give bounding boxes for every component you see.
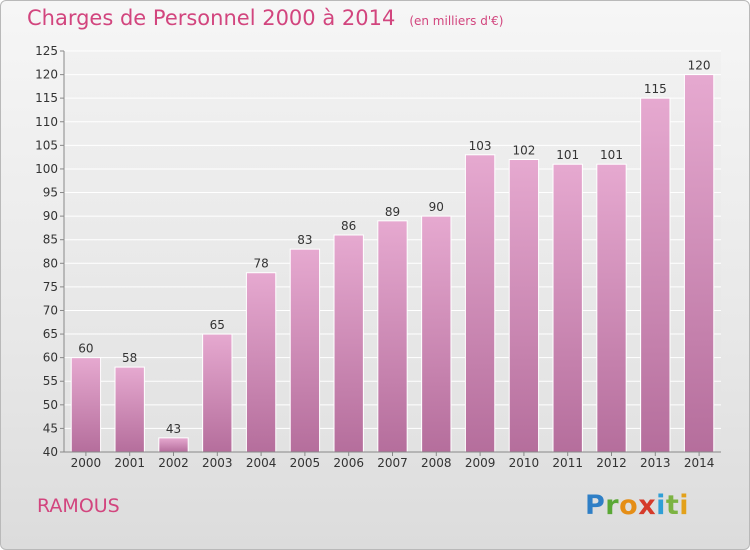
bar-value-label: 101 xyxy=(556,148,579,162)
y-tick-label: 55 xyxy=(43,374,58,388)
bar-value-label: 120 xyxy=(688,59,711,73)
x-tick-label: 2004 xyxy=(246,456,277,470)
bar xyxy=(114,366,145,453)
y-tick-label: 85 xyxy=(43,233,58,247)
x-tick-label: 2010 xyxy=(509,456,540,470)
y-tick-label: 50 xyxy=(43,398,58,412)
y-tick-label: 40 xyxy=(43,445,58,459)
y-tick-label: 60 xyxy=(43,351,58,365)
x-tick-label: 2005 xyxy=(290,456,321,470)
y-tick-label: 75 xyxy=(43,280,58,294)
bar-value-label: 86 xyxy=(341,219,356,233)
bar xyxy=(377,220,408,453)
x-tick-label: 2003 xyxy=(202,456,233,470)
bar xyxy=(640,97,671,453)
bar-value-label: 102 xyxy=(512,144,535,158)
x-tick-label: 2012 xyxy=(596,456,627,470)
x-tick-label: 2011 xyxy=(552,456,583,470)
y-tick-label: 65 xyxy=(43,327,58,341)
x-tick-label: 2013 xyxy=(640,456,671,470)
bar xyxy=(508,159,540,453)
bar-value-label: 65 xyxy=(210,318,225,332)
y-tick-label: 70 xyxy=(43,303,58,317)
y-tick-label: 80 xyxy=(43,256,58,270)
bar-value-label: 83 xyxy=(297,233,312,247)
bar xyxy=(289,248,321,453)
commune-name: RAMOUS xyxy=(37,495,120,517)
bar-value-label: 89 xyxy=(385,205,400,219)
y-tick-label: 45 xyxy=(43,421,58,435)
x-tick-label: 2002 xyxy=(158,456,189,470)
bar-value-label: 43 xyxy=(166,422,181,436)
bar-value-label: 115 xyxy=(644,82,667,96)
bar xyxy=(596,163,627,453)
bar-value-label: 90 xyxy=(429,200,444,214)
x-tick-label: 2008 xyxy=(421,456,452,470)
bar-value-label: 103 xyxy=(469,139,492,153)
y-tick-label: 115 xyxy=(35,91,58,105)
x-tick-label: 2007 xyxy=(377,456,408,470)
bar xyxy=(158,437,189,453)
y-tick-label: 100 xyxy=(35,162,58,176)
bar xyxy=(683,74,715,453)
x-tick-label: 2001 xyxy=(114,456,145,470)
bar xyxy=(464,154,496,453)
y-tick-label: 110 xyxy=(35,115,58,129)
y-tick-label: 125 xyxy=(35,44,58,58)
chart-title-text: Charges de Personnel 2000 à 2014 xyxy=(27,6,396,30)
chart-subtitle: (en milliers d'€) xyxy=(409,14,504,28)
y-tick-label: 90 xyxy=(43,209,58,223)
y-tick-label: 105 xyxy=(35,138,58,152)
bar xyxy=(333,234,364,453)
y-tick-label: 95 xyxy=(43,186,58,200)
bar-value-label: 60 xyxy=(78,342,93,356)
bar xyxy=(202,333,233,453)
bar-value-label: 101 xyxy=(600,148,623,162)
bar xyxy=(421,215,452,453)
bar-value-label: 58 xyxy=(122,351,137,365)
proxiti-logo: Proxiti xyxy=(585,490,690,521)
bar-value-label: 78 xyxy=(253,257,268,271)
x-tick-label: 2014 xyxy=(684,456,715,470)
bar xyxy=(70,357,102,453)
chart-title: Charges de Personnel 2000 à 2014 (en mill… xyxy=(27,6,503,30)
y-tick-label: 120 xyxy=(35,68,58,82)
bar xyxy=(245,272,277,453)
x-tick-label: 2006 xyxy=(333,456,364,470)
x-tick-label: 2000 xyxy=(71,456,102,470)
x-tick-label: 2009 xyxy=(465,456,496,470)
bar xyxy=(552,163,583,453)
